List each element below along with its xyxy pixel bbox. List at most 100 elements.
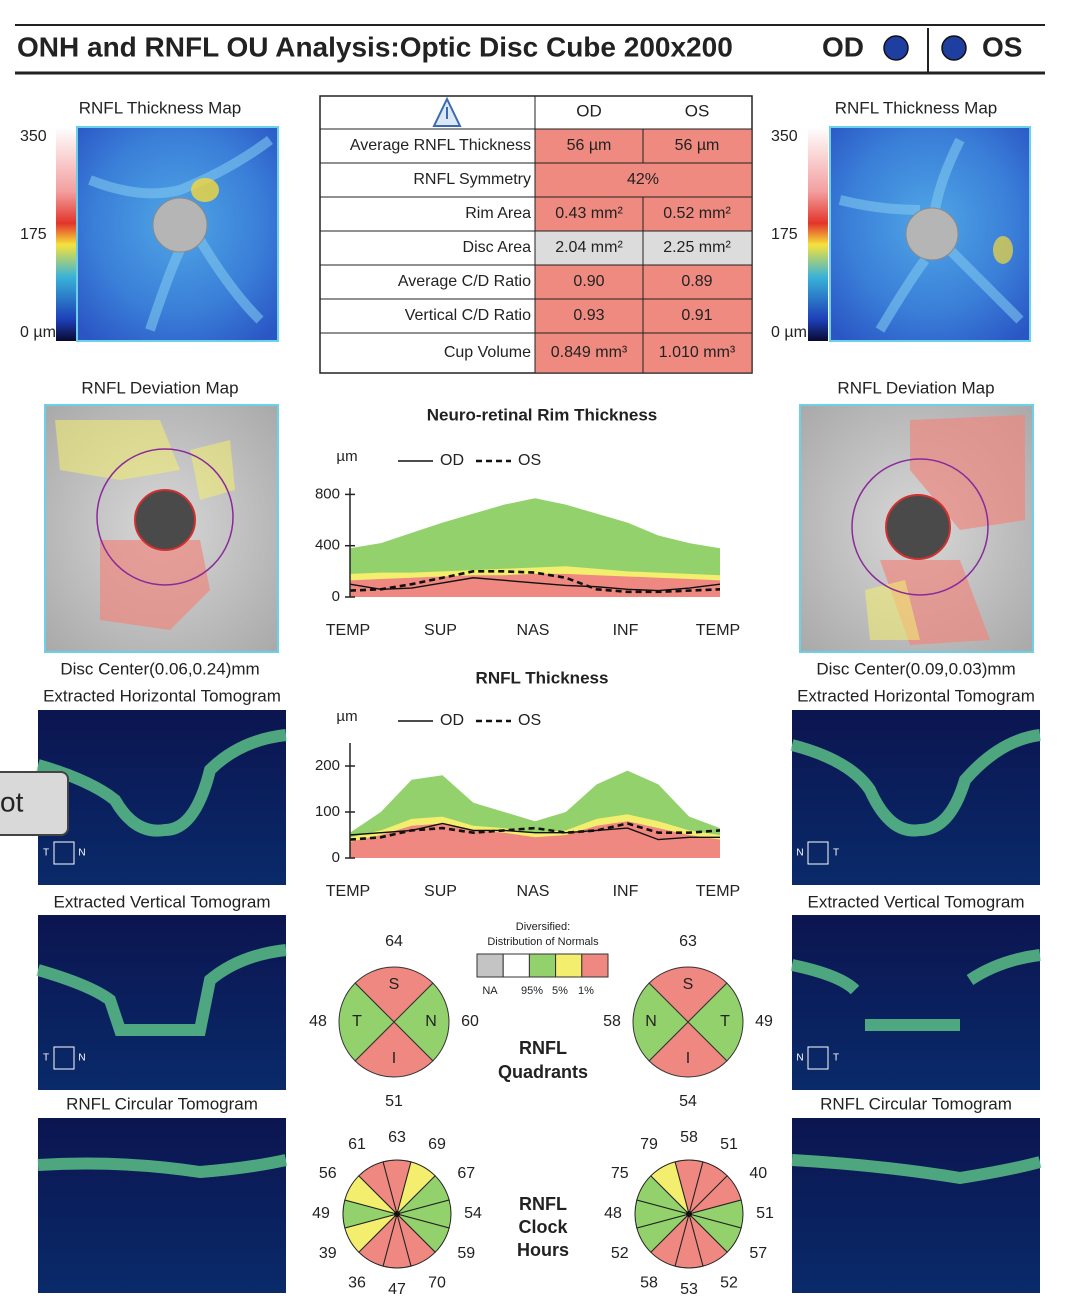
table-value: 0.52 mm² [663, 205, 731, 222]
quadrant-value: 48 [309, 1013, 327, 1030]
table-header: OD [576, 101, 602, 120]
y-tick-label: 100 [315, 803, 340, 820]
clock-value: 58 [640, 1275, 658, 1292]
table-value: 0.89 [681, 273, 712, 290]
clock-value: 51 [720, 1136, 738, 1153]
legend-swatch [528, 953, 557, 978]
row-label: Disc Area [463, 239, 532, 256]
clock-value: 56 [319, 1165, 337, 1182]
optic-disc [905, 207, 959, 261]
scan-circle [96, 448, 234, 586]
table-header: OS [685, 101, 710, 120]
scale-tick-label: 175 [771, 226, 798, 243]
orientation-label: T [43, 1053, 49, 1064]
deviation-zone [55, 420, 180, 480]
clock-value: 79 [640, 1136, 658, 1153]
legend-title: Distribution of Normals [487, 936, 599, 948]
clock-value: 51 [756, 1205, 774, 1222]
deviation-zone [865, 580, 920, 640]
clock-value: 40 [749, 1165, 767, 1182]
map-texture [191, 178, 219, 202]
clock-value: 52 [720, 1275, 738, 1292]
axis-unit: µm [336, 448, 357, 465]
quadrant-letter: T [720, 1013, 730, 1030]
x-tick-label: TEMP [696, 622, 740, 639]
legend-label: 1% [578, 985, 594, 997]
clock-value: 67 [457, 1165, 475, 1182]
series-line [349, 570, 721, 594]
clock-center [686, 1211, 692, 1217]
table-value: 2.25 mm² [663, 239, 731, 256]
clock-value: 57 [749, 1245, 767, 1262]
quadrant-sector [648, 1021, 728, 1078]
panel-title: Extracted Horizontal Tomogram [797, 686, 1035, 705]
clock-value: 53 [680, 1281, 698, 1298]
x-tick-label: INF [613, 883, 639, 900]
x-tick-label: NAS [517, 622, 550, 639]
scale-tick-label: 0 µm [771, 324, 807, 341]
deviation-zone [190, 440, 235, 500]
y-tick-label: 200 [315, 757, 340, 774]
quadrant-letter: I [392, 1050, 396, 1067]
x-tick-label: TEMP [326, 883, 370, 900]
os-indicator [941, 35, 967, 61]
table-value: 0.849 mm³ [551, 344, 628, 361]
color-scale [808, 127, 828, 341]
map-texture [88, 135, 273, 332]
tomogram-layer [36, 944, 287, 1036]
y-tick-label: 0 [332, 588, 340, 605]
tomogram-layer [790, 729, 1041, 837]
row-label: Cup Volume [444, 344, 531, 361]
section-label: RNFL [519, 1194, 567, 1214]
quadrant-letter: S [683, 976, 694, 993]
quadrant-value: 49 [755, 1013, 773, 1030]
legend-label: OS [518, 712, 541, 729]
quadrant-value: 58 [603, 1013, 621, 1030]
legend-swatch [555, 953, 583, 978]
panel-title: RNFL Deviation Map [81, 378, 238, 397]
clock-value: 75 [611, 1165, 629, 1182]
clock-value: 59 [457, 1245, 475, 1262]
clock-center [394, 1211, 400, 1217]
tomogram-layer [790, 949, 1041, 1031]
orientation-icon [807, 1046, 829, 1070]
y-tick-label: 800 [315, 485, 340, 502]
clock-value: 39 [319, 1245, 337, 1262]
clock-value: 70 [428, 1275, 446, 1292]
map-texture [993, 236, 1013, 264]
table-value: 0.91 [681, 307, 712, 324]
quadrant-letter: T [352, 1013, 362, 1030]
clock-value: 47 [388, 1281, 406, 1298]
clock-value: 52 [611, 1245, 629, 1262]
y-tick-label: 400 [315, 537, 340, 554]
scale-tick-label: 175 [20, 226, 47, 243]
row-label: RNFL Symmetry [413, 171, 531, 188]
table-value: 2.04 mm² [555, 239, 623, 256]
clock-value: 63 [388, 1129, 406, 1146]
scan-circle [851, 458, 989, 596]
table-value: 42% [627, 171, 659, 188]
quadrant-sector [632, 982, 689, 1062]
scale-tick-label: 350 [20, 128, 47, 145]
table-value: 0.93 [573, 307, 604, 324]
os-label: OS [982, 31, 1022, 62]
table-value: 56 µm [675, 137, 720, 154]
tooltip-fragment [0, 771, 69, 836]
clock-sector [650, 1161, 690, 1216]
quadrant-sector [338, 982, 395, 1062]
x-tick-label: INF [613, 622, 639, 639]
scale-tick-label: 0 µm [20, 324, 56, 341]
legend-label: OD [440, 452, 464, 469]
table-cell [534, 162, 753, 198]
legend-label: NA [482, 985, 498, 997]
y-tick-label: 0 [332, 849, 340, 866]
table [320, 96, 753, 374]
circular-tomogram [792, 1118, 1040, 1293]
row-label: Vertical C/D Ratio [405, 307, 531, 324]
horizontal-tomogram [792, 710, 1040, 885]
clock-value: 36 [348, 1275, 366, 1292]
axis-unit: µm [336, 708, 357, 725]
tooltip-text: ot [0, 786, 24, 817]
clock-value: 48 [604, 1205, 622, 1222]
section-label: RNFL [519, 1038, 567, 1058]
